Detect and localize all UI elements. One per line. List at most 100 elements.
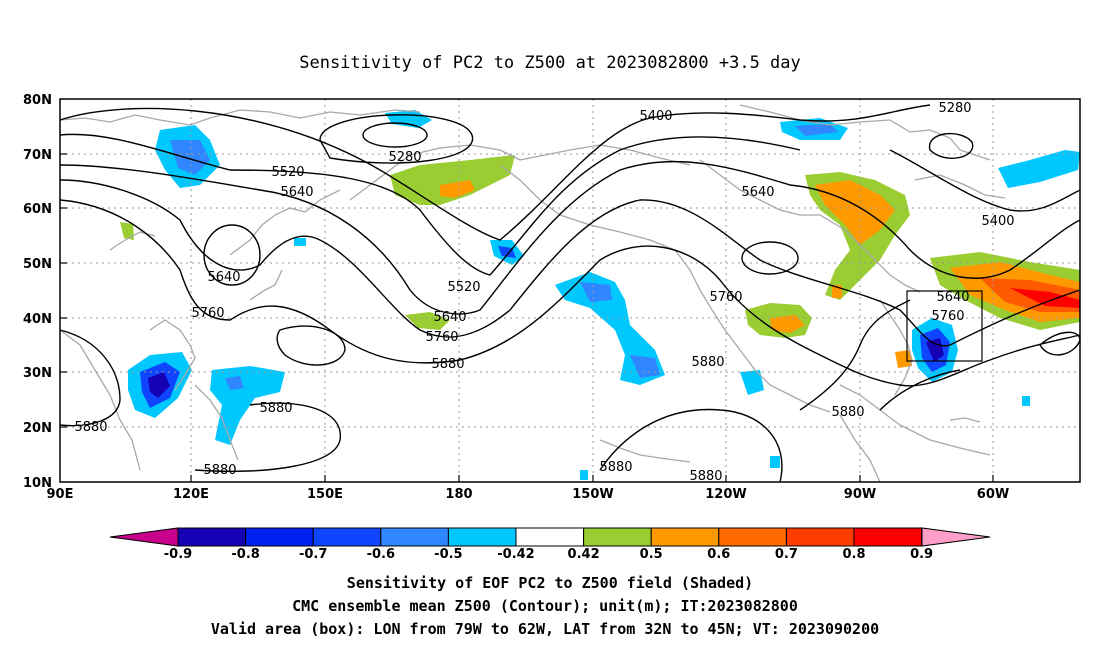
lon-label: 120E — [173, 487, 209, 502]
contour-5880 — [194, 402, 341, 472]
colorbar-end-low — [109, 527, 179, 547]
map-frame — [59, 98, 1081, 483]
colorbar-label: -0.8 — [231, 547, 259, 562]
contour-label: 5880 — [74, 420, 107, 435]
colorbar-labels: -0.9 -0.8 -0.7 -0.6 -0.5 -0.42 0.42 0.5 0.6 0.7 0.… — [164, 547, 933, 562]
coastline — [249, 269, 283, 301]
contour-label-layer: 5280 5280 5400 5400 5520 5520 5640 5640 … — [74, 101, 1014, 484]
caption-shaded: Sensitivity of EOF PC2 to Z500 field (Sh… — [347, 574, 753, 592]
tick-marks — [60, 153, 994, 482]
contour-label: 5520 — [447, 280, 480, 295]
coastline — [674, 249, 831, 413]
lon-label: 60W — [977, 487, 1009, 502]
caption-contour: CMC ensemble mean Z500 (Contour); unit(m… — [292, 597, 798, 615]
contour-5760 — [59, 179, 1081, 347]
contour-label: 5520 — [271, 165, 304, 180]
lon-label: 90W — [844, 487, 876, 502]
lon-label: 120W — [705, 487, 746, 502]
contour-label: 5640 — [280, 185, 313, 200]
colorbar-label: 0.9 — [910, 547, 933, 562]
contour-label: 5400 — [639, 109, 672, 124]
shade-negative-max — [148, 372, 170, 398]
lon-label: 150W — [572, 487, 613, 502]
contour-5400 — [59, 104, 931, 241]
contour-5640 — [741, 241, 799, 275]
caption-valid-area: Valid area (box): LON from 79W to 62W, L… — [211, 620, 879, 638]
coastline — [59, 329, 141, 471]
colorbar-box — [245, 527, 314, 547]
colorbar-label: 0.8 — [842, 547, 865, 562]
colorbar-box — [312, 527, 382, 547]
colorbar-label: 0.7 — [775, 547, 798, 562]
shade-positive-max — [1010, 288, 1080, 308]
coastline — [914, 174, 1006, 199]
colorbar-label: 0.5 — [640, 547, 663, 562]
map-title: Sensitivity of PC2 to Z500 at 2023082800… — [299, 53, 801, 73]
contour-5880 — [879, 369, 961, 411]
grid-lines — [60, 99, 1080, 482]
contour-label: 5880 — [831, 405, 864, 420]
latitude-labels: 80N 70N 60N 50N 40N 30N 20N 10N — [23, 93, 52, 491]
coastline — [349, 144, 521, 201]
lat-label: 20N — [23, 421, 52, 436]
lat-label: 50N — [23, 257, 52, 272]
contour-label: 5280 — [938, 101, 971, 116]
colorbar-label: 0.6 — [707, 547, 730, 562]
coastline — [59, 109, 421, 126]
coastline — [599, 439, 691, 463]
contour-label: 5640 — [433, 310, 466, 325]
colorbar-boxes — [177, 527, 923, 547]
lat-label: 70N — [23, 148, 52, 163]
valid-area-box — [906, 290, 983, 362]
contour-label: 5880 — [259, 401, 292, 416]
shade-negative-strong — [795, 124, 838, 136]
shade-negative — [770, 456, 780, 468]
lat-label: 60N — [23, 202, 52, 217]
shade-negative — [580, 470, 588, 480]
lat-label: 40N — [23, 312, 52, 327]
shade-positive-strong — [440, 180, 475, 198]
shade-positive-strong — [895, 350, 912, 368]
contour-5280 — [319, 114, 474, 164]
contour-5880 — [59, 199, 1081, 387]
colorbar-label: -0.6 — [367, 547, 395, 562]
colorbar-label: -0.7 — [299, 547, 327, 562]
colorbar-box — [785, 527, 855, 547]
contour-label: 5280 — [388, 150, 421, 165]
z500-contours — [59, 104, 1081, 483]
contour-label: 5880 — [689, 469, 722, 484]
coastline — [499, 164, 676, 251]
contour-5880 — [59, 329, 121, 427]
contour-5520 — [59, 133, 801, 276]
colorbar-box — [515, 527, 585, 547]
contour-5880 — [799, 299, 911, 411]
shaded-sensitivity-layer — [120, 110, 1080, 480]
map-panel: 5280 5280 5400 5400 5520 5520 5640 5640 … — [23, 93, 1081, 502]
coastline — [879, 299, 913, 396]
coastline — [889, 119, 991, 161]
contour-label: 5760 — [191, 306, 224, 321]
shade-negative-strong — [580, 282, 612, 302]
contour-label: 5760 — [425, 330, 458, 345]
coastline — [739, 104, 891, 126]
contour-5280 — [362, 122, 428, 148]
shade-negative — [1022, 396, 1030, 406]
shade-negative-strong — [225, 376, 244, 390]
lat-label: 30N — [23, 366, 52, 381]
coastline — [149, 319, 196, 391]
colorbar-box — [447, 527, 517, 547]
longitude-labels: 90E 120E 150E 180 150W 120W 90W 60W — [47, 487, 1010, 502]
shade-negative — [740, 370, 764, 395]
contour-label: 5880 — [203, 463, 236, 478]
shade-positive — [120, 222, 134, 240]
colorbar-box — [380, 527, 449, 547]
contour-label: 5640 — [207, 270, 240, 285]
colorbar-label: -0.5 — [434, 547, 462, 562]
colorbar: -0.9 -0.8 -0.7 -0.6 -0.5 -0.42 0.42 0.5 0.6 0.7 0.… — [109, 527, 991, 562]
contour-5880 — [599, 408, 783, 483]
contour-label: 5760 — [931, 309, 964, 324]
shade-positive — [405, 312, 450, 330]
colorbar-box — [650, 527, 720, 547]
colorbar-box — [853, 527, 923, 547]
